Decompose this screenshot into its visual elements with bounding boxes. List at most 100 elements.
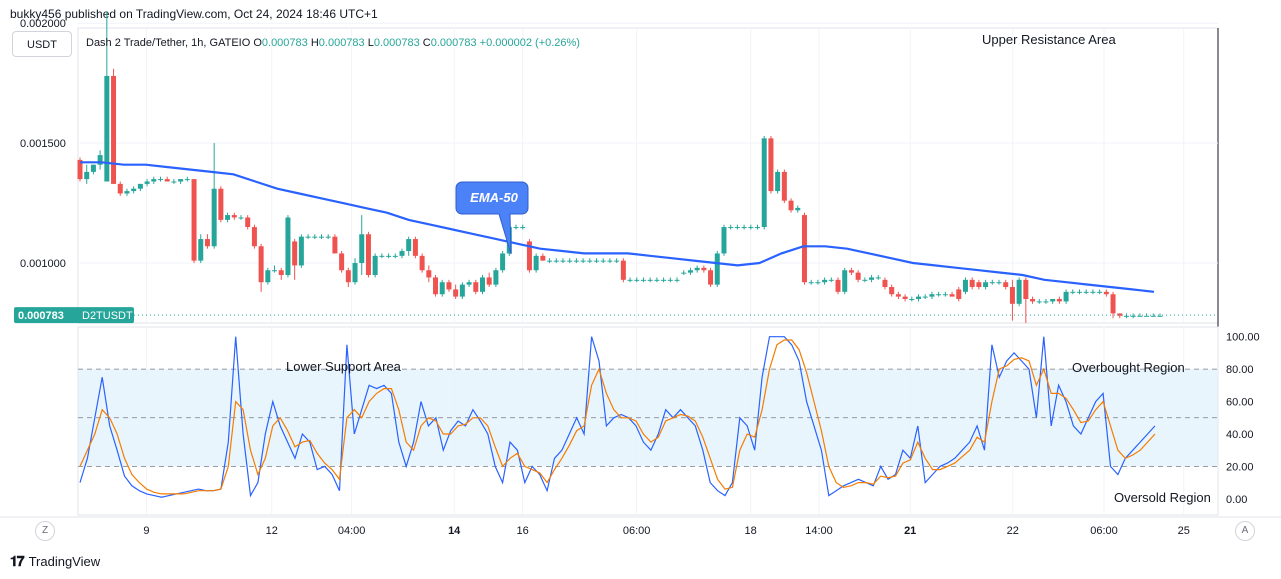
candle [775, 169, 781, 194]
candle [848, 267, 854, 276]
currency-button[interactable]: USDT [12, 31, 72, 57]
candle-body [1090, 291, 1096, 293]
candle-body [734, 227, 740, 229]
candle [1030, 296, 1036, 304]
legend-open-label: O [253, 37, 262, 49]
candle-body [775, 171, 781, 192]
candle-body [1070, 291, 1076, 293]
candle [520, 224, 526, 230]
candle [694, 265, 700, 273]
candle [701, 265, 707, 273]
candle-body [909, 299, 915, 301]
candle-body [392, 255, 398, 257]
time-tick-label: 14 [448, 525, 461, 537]
candle [627, 277, 633, 283]
price-grid: 0.002000 0.001500 0.001000 9 12 04:00 14 16 06:0… [0, 18, 1281, 537]
candle-body [245, 217, 251, 228]
candle-body [151, 179, 157, 182]
candle-body [493, 270, 499, 285]
candle [399, 248, 405, 259]
candle [1016, 277, 1022, 307]
candle-body [446, 282, 452, 290]
candle-body [553, 260, 559, 262]
candle [298, 234, 304, 268]
candle-body [285, 217, 291, 276]
candle [218, 186, 224, 223]
candle-body [439, 282, 445, 295]
candle [801, 212, 807, 285]
candle-body [540, 255, 546, 261]
candle-body [184, 179, 190, 181]
candle-body [433, 277, 439, 295]
legend-high: 0.000783 [319, 37, 368, 49]
candle-body [996, 282, 1002, 284]
candle [553, 258, 559, 264]
candle [560, 258, 566, 264]
footer-brand: TradingView [28, 554, 101, 569]
candle-body [412, 239, 418, 256]
candle [164, 176, 170, 182]
candle [1023, 277, 1029, 323]
candle-body [77, 159, 83, 180]
candle-body [1077, 291, 1083, 293]
oscillator-grid: 100.00 80.00 60.00 40.00 20.00 0.00 [77, 326, 1260, 516]
candle [869, 275, 875, 283]
candle [1070, 289, 1076, 295]
candle-body [607, 260, 613, 262]
legend-change: +0.000002 (+0.26%) [480, 37, 580, 49]
candle [862, 277, 868, 283]
price-tag: 0.000783 D2TUSDT [14, 307, 134, 324]
candle-body [795, 207, 801, 211]
candle [137, 183, 143, 192]
time-tick-label: 12 [266, 525, 278, 537]
candle [654, 277, 660, 283]
candle [969, 277, 975, 290]
candle-body [976, 282, 982, 288]
legend-symbol: Dash 2 Trade/Tether, 1h, GATEIO [86, 37, 253, 49]
candle-body [84, 171, 90, 180]
candle-body [1056, 299, 1062, 302]
candle [681, 270, 687, 276]
candle [573, 258, 579, 264]
candle [493, 267, 499, 288]
candle-body [889, 287, 895, 295]
candle [486, 272, 492, 288]
legend-low: 0.000783 [374, 37, 423, 49]
candle [500, 251, 506, 273]
candle-body [1036, 301, 1042, 303]
candle-body [580, 260, 586, 262]
auto-scale-button[interactable]: A [1235, 521, 1255, 541]
candle-body [157, 179, 163, 181]
candle-body [600, 260, 606, 262]
candle [439, 279, 445, 297]
candle [426, 265, 432, 283]
upper-resistance-label: Upper Resistance Area [982, 32, 1116, 47]
candle-body [379, 255, 385, 257]
candle [466, 279, 472, 288]
candle-body [869, 277, 875, 280]
candle-body [500, 253, 506, 271]
timezone-button[interactable]: Z [35, 521, 55, 541]
candle [828, 277, 834, 283]
candle-body [962, 279, 968, 292]
candle [332, 234, 338, 254]
candle [419, 253, 425, 273]
candle-body [1030, 299, 1036, 302]
candle-body [1130, 315, 1136, 317]
candle-body [640, 279, 646, 281]
candle-body [459, 284, 465, 297]
candle-body [969, 279, 975, 288]
candle-body [204, 239, 210, 247]
candle [386, 253, 392, 259]
legend-high-label: H [311, 37, 319, 49]
candle [446, 279, 452, 292]
candle [251, 224, 257, 249]
candle [842, 267, 848, 295]
candle-body [137, 183, 143, 189]
candle-body [1016, 279, 1022, 304]
candle-body [339, 253, 345, 271]
candle [594, 258, 600, 264]
oscillator-tick-label: 0.00 [1226, 494, 1247, 506]
candle-body [835, 279, 841, 292]
